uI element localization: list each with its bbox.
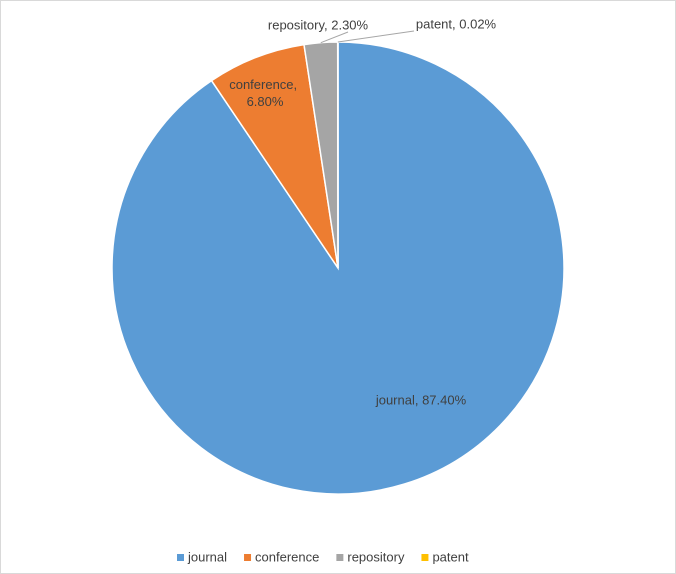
leader-line bbox=[320, 31, 349, 44]
data-label: conference, 6.80% bbox=[229, 77, 301, 109]
legend-swatch bbox=[244, 554, 252, 561]
legend-swatch bbox=[336, 554, 344, 561]
legend-label: patent bbox=[432, 549, 469, 564]
leader-line bbox=[337, 30, 415, 43]
data-label: repository, 2.30% bbox=[268, 17, 369, 32]
legend: journal conference repository patent bbox=[177, 549, 469, 564]
data-label-line: conference, bbox=[229, 77, 301, 92]
legend-swatch bbox=[177, 554, 184, 561]
legend-label: journal bbox=[187, 549, 227, 564]
legend-label: repository bbox=[347, 549, 405, 564]
data-label: journal, 87.40% bbox=[375, 392, 467, 407]
legend-label: conference bbox=[255, 549, 319, 564]
legend-swatch bbox=[421, 554, 429, 561]
data-label: patent, 0.02% bbox=[416, 16, 497, 31]
data-label-line: 6.80% bbox=[247, 94, 284, 109]
